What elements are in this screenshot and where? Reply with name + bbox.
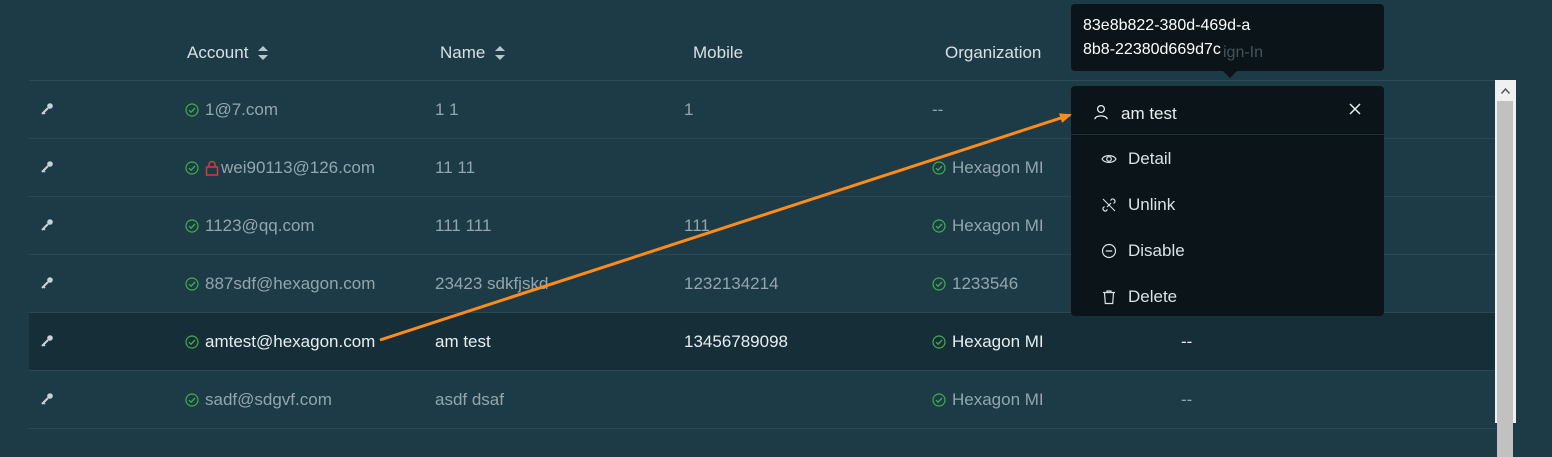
scroll-up-arrow-icon[interactable]	[1495, 80, 1516, 101]
menu-title: am test	[1121, 104, 1177, 123]
cell-account: 1123@qq.com	[185, 216, 315, 236]
header-account[interactable]: Account	[187, 43, 269, 63]
check-circle-icon	[932, 335, 946, 349]
account-text: 1123@qq.com	[205, 216, 315, 235]
header-account-label: Account	[187, 43, 249, 62]
hidden-header-fragment: ign-In	[1223, 44, 1264, 61]
cell-name: 23423 sdkfjskd	[435, 274, 549, 293]
sort-icon[interactable]	[258, 46, 269, 60]
menu-item-label: Detail	[1128, 149, 1172, 168]
cell-name: 1 1	[435, 100, 459, 119]
account-text: 887sdf@hexagon.com	[205, 274, 376, 293]
cell-account: 1@7.com	[185, 100, 278, 120]
check-circle-icon	[185, 335, 199, 349]
cell-mobile: 111	[684, 216, 710, 235]
account-text: wei90113@126.com	[221, 158, 375, 177]
vertical-scrollbar[interactable]	[1495, 80, 1516, 457]
header-name-label: Name	[440, 43, 486, 62]
cell-last-sign-in: --	[1181, 332, 1193, 351]
organization-text: 1233546	[952, 274, 1019, 293]
cell-name: 11 11	[435, 158, 476, 177]
cell-name: 111 111	[435, 216, 492, 235]
tooltip-arrow	[1223, 71, 1237, 78]
organization-text: Hexagon MI	[952, 158, 1044, 177]
check-circle-icon	[185, 393, 199, 407]
check-circle-icon	[185, 103, 199, 117]
organization-text: Hexagon MI	[952, 216, 1044, 235]
menu-item-unlink[interactable]: Unlink	[1071, 181, 1384, 227]
check-circle-icon	[185, 161, 199, 175]
check-circle-icon	[185, 219, 199, 233]
menu-item-detail[interactable]: Detail	[1071, 135, 1384, 181]
close-icon[interactable]	[1347, 101, 1363, 117]
menu-item-disable[interactable]: Disable	[1071, 227, 1384, 273]
cell-name: am test	[435, 332, 491, 351]
cell-organization: Hexagon MI	[932, 216, 1044, 236]
lock-icon	[205, 160, 219, 176]
check-circle-icon	[932, 393, 946, 407]
cell-mobile: 13456789098	[684, 332, 789, 351]
account-text: amtest@hexagon.com	[205, 332, 376, 351]
cell-organization: --	[932, 100, 943, 120]
organization-text: Hexagon MI	[952, 390, 1044, 409]
menu-header: am test	[1071, 86, 1384, 135]
id-tooltip: 83e8b822-380d-469d-a8b8-22380d669d7c	[1071, 4, 1384, 78]
header-mobile-label: Mobile	[693, 43, 744, 62]
cell-account: wei90113@126.com	[185, 158, 375, 178]
account-text: sadf@sdgvf.com	[205, 390, 332, 409]
menu-item-delete[interactable]: Delete	[1071, 273, 1384, 319]
cell-account: amtest@hexagon.com	[185, 332, 375, 352]
key-icon[interactable]	[39, 159, 55, 175]
cell-last-sign-in: --	[1181, 390, 1193, 409]
table-row[interactable]: sadf@sdgvf.com asdf dsaf Hexagon MI --	[29, 371, 1496, 429]
cell-organization: Hexagon MI	[932, 390, 1044, 410]
eye-icon	[1101, 155, 1117, 163]
account-text: 1@7.com	[205, 100, 279, 119]
header-name[interactable]: Name	[440, 43, 506, 63]
check-circle-icon	[932, 277, 946, 291]
cell-mobile: 1232134214	[684, 274, 779, 293]
cell-organization: Hexagon MI	[932, 332, 1044, 352]
menu-item-label: Delete	[1128, 287, 1178, 306]
key-icon[interactable]	[39, 217, 55, 233]
check-circle-icon	[932, 161, 946, 175]
cell-name: asdf dsaf	[435, 390, 504, 409]
unlink-icon	[1102, 198, 1116, 212]
header-organization-label: Organization	[945, 43, 1042, 62]
cell-organization: Hexagon MI	[932, 158, 1044, 178]
key-icon[interactable]	[39, 101, 55, 117]
key-icon[interactable]	[39, 391, 55, 407]
scroll-thumb[interactable]	[1497, 101, 1513, 457]
row-action-menu: am test Detail Unlink Disable Delete	[1071, 86, 1384, 316]
menu-item-label: Unlink	[1128, 195, 1176, 214]
cell-account: 887sdf@hexagon.com	[185, 274, 375, 294]
cell-account: sadf@sdgvf.com	[185, 390, 332, 410]
user-icon	[1094, 104, 1108, 120]
header-mobile: Mobile	[693, 43, 743, 63]
cell-mobile: 1	[684, 100, 694, 119]
table-header: Account Name Mobile Organization	[29, 23, 1496, 81]
cell-organization: 1233546	[932, 274, 1018, 294]
minus-circle-icon	[1101, 243, 1117, 259]
table-row[interactable]: amtest@hexagon.com am test 13456789098 Hexa…	[29, 313, 1496, 371]
trash-icon	[1103, 290, 1115, 305]
key-icon[interactable]	[39, 275, 55, 291]
menu-item-label: Disable	[1128, 241, 1185, 260]
tooltip-id-text: 83e8b822-380d-469d-a8b8-22380d669d7c	[1083, 17, 1251, 58]
header-organization: Organization	[945, 43, 1041, 63]
sort-icon[interactable]	[495, 46, 506, 60]
organization-text: Hexagon MI	[952, 332, 1044, 351]
check-circle-icon	[932, 219, 946, 233]
check-circle-icon	[185, 277, 199, 291]
organization-text: --	[932, 100, 944, 119]
key-icon[interactable]	[39, 333, 55, 349]
